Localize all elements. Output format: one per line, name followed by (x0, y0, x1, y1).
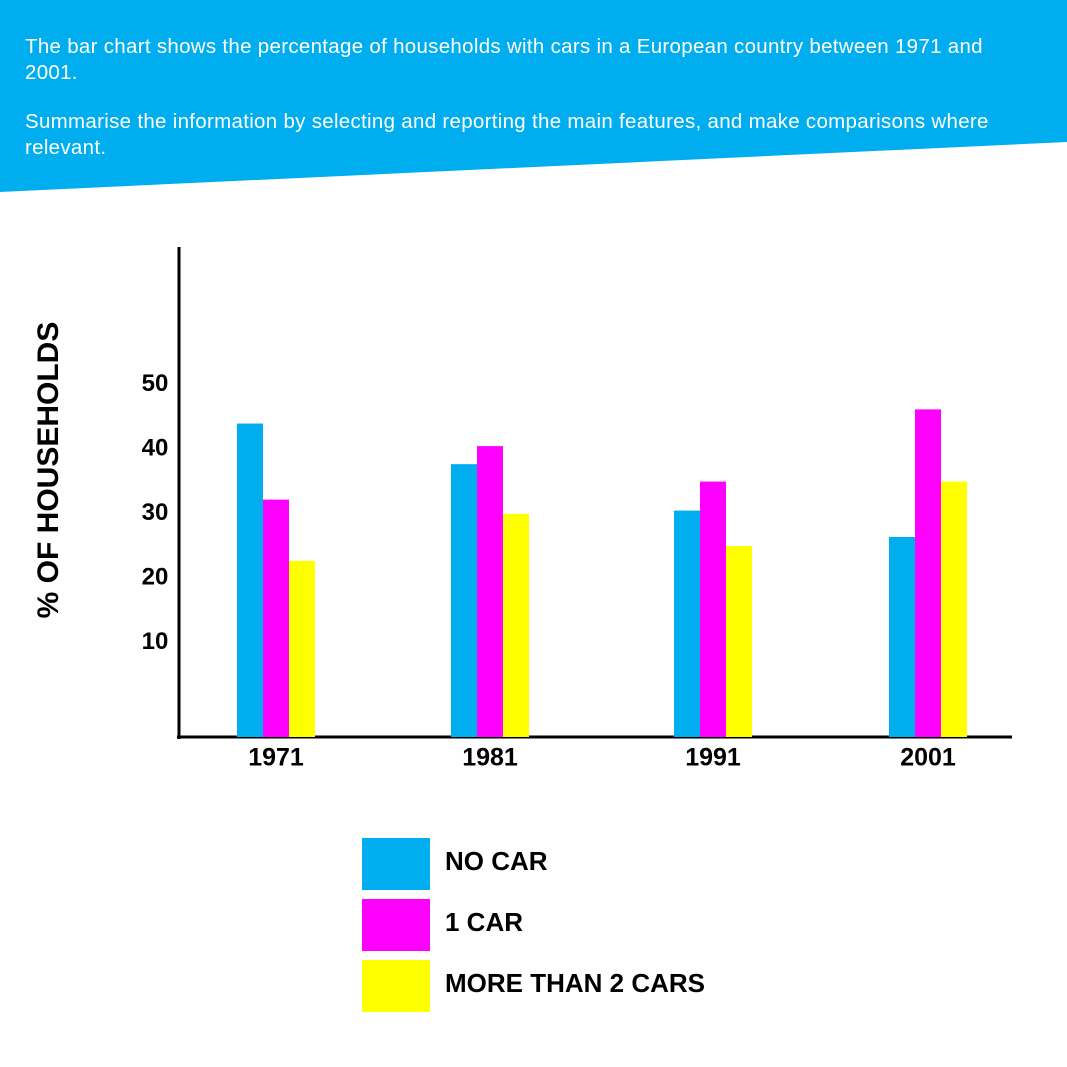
bar (700, 481, 726, 737)
bar (915, 409, 941, 737)
bar (941, 481, 967, 737)
y-tick-label: 30 (142, 499, 169, 526)
x-tick-label: 1971 (248, 744, 304, 772)
bar (503, 513, 529, 737)
bar (263, 499, 289, 737)
y-axis-label: % OF HOUSEHOLDS (32, 322, 65, 619)
legend-label: MORE THAN 2 CARS (445, 968, 705, 998)
bar (451, 464, 477, 737)
y-tick-label: 50 (142, 370, 169, 397)
intro-text: The bar chart shows the percentage of ho… (25, 35, 983, 84)
x-tick-label: 1981 (462, 744, 518, 772)
legend-label: 1 CAR (445, 907, 523, 937)
task-text: Summarise the information by selecting a… (25, 110, 989, 159)
x-tick-label: 2001 (900, 744, 956, 772)
y-tick-label: 20 (142, 563, 169, 590)
bar (477, 446, 503, 737)
bar (289, 560, 315, 737)
legend-swatch (362, 899, 430, 951)
header: The bar chart shows the percentage of ho… (25, 34, 1035, 184)
legend-swatch (362, 960, 430, 1012)
legend-swatch (362, 838, 430, 890)
y-tick-label: 40 (142, 435, 169, 462)
x-tick-label: 1991 (685, 744, 741, 772)
y-tick-label: 10 (142, 628, 169, 655)
bar (889, 537, 915, 737)
header-band (0, 0, 1067, 192)
bar (237, 423, 263, 737)
bar (674, 510, 700, 737)
legend-label: NO CAR (445, 846, 548, 876)
bar (726, 546, 752, 737)
